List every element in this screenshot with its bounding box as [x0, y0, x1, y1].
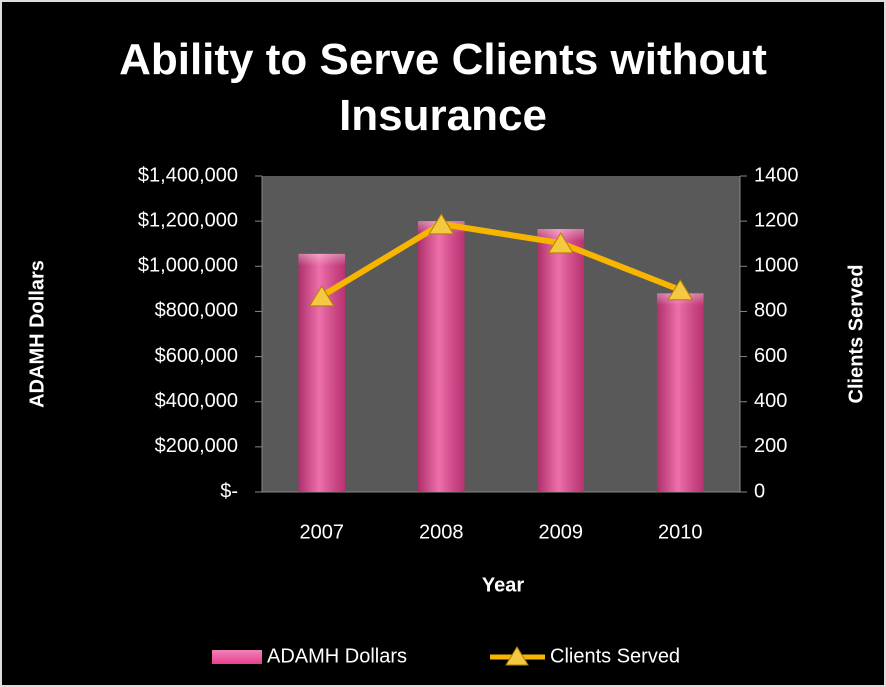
- y-tick-label: $200,000: [155, 435, 238, 457]
- legend-label: ADAMH Dollars: [267, 645, 407, 667]
- y-tick-label: $800,000: [155, 300, 238, 322]
- y-tick-label: $1,000,000: [138, 255, 238, 277]
- y2-tick-label: 600: [754, 345, 787, 367]
- bar-shade: [417, 221, 465, 492]
- legend-marker: [505, 646, 529, 666]
- y2-tick-label: 800: [754, 300, 787, 322]
- y2-tick-label: 1200: [754, 209, 799, 231]
- marker: [547, 232, 574, 254]
- y2-tick-label: 0: [754, 480, 765, 502]
- line: [320, 221, 682, 299]
- y2-axis-label: Clients Served: [845, 265, 867, 404]
- y2-tick-label: 1400: [754, 164, 799, 186]
- y-tick-label: $600,000: [155, 345, 238, 367]
- y-tick-label: $400,000: [155, 390, 238, 412]
- y2-tick-label: 1000: [754, 255, 799, 277]
- y-tick-label: $1,400,000: [138, 164, 238, 186]
- bar-shade: [656, 293, 704, 492]
- x-tick-label: 2010: [658, 521, 703, 543]
- y2-tick-label: 400: [754, 390, 787, 412]
- y-axis-label: ADAMH Dollars: [26, 260, 48, 408]
- x-tick-label: 2008: [419, 521, 464, 543]
- y2-tick-label: 200: [754, 435, 787, 457]
- marker: [308, 285, 335, 307]
- chart-title: Ability to Serve Clients without Insuran…: [119, 35, 767, 140]
- bar-highlight: [298, 253, 346, 266]
- legend-label: Clients Served: [550, 645, 680, 667]
- y-tick-label: $-: [220, 480, 238, 502]
- bar-shade: [537, 229, 585, 493]
- marker: [667, 279, 694, 301]
- legend-swatch-shade: [212, 650, 262, 664]
- x-tick-label: 2009: [539, 521, 584, 543]
- y-tick-label: $1,200,000: [138, 209, 238, 231]
- marker: [428, 213, 455, 235]
- x-tick-label: 2007: [300, 521, 345, 543]
- x-axis-label: Year: [482, 574, 524, 596]
